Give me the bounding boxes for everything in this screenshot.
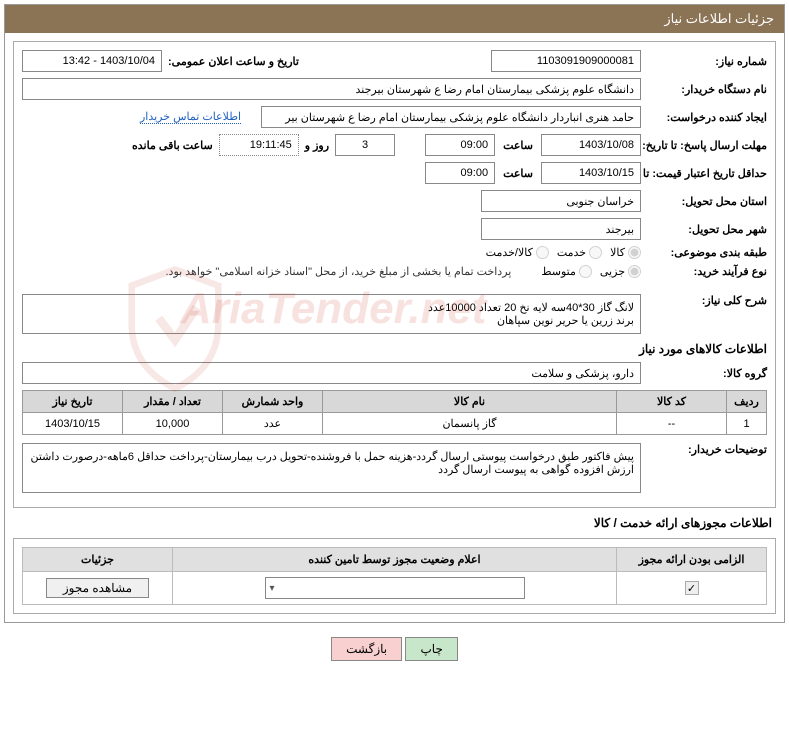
days-left-value: 3	[335, 134, 395, 156]
status-select[interactable]: ▾	[265, 577, 525, 599]
need-number-value: 1103091909000081	[491, 50, 641, 72]
delivery-province-label: استان محل تحویل:	[647, 195, 767, 208]
cell-details: مشاهده مجوز	[23, 572, 173, 605]
announce-datetime-label: تاریخ و ساعت اعلان عمومی:	[168, 55, 299, 68]
col-name: نام کالا	[323, 391, 617, 413]
col-row: ردیف	[727, 391, 767, 413]
table-row: 1 -- گاز پانسمان عدد 10,000 1403/10/15	[23, 413, 767, 435]
main-container: جزئیات اطلاعات نیاز شماره نیاز: 11030919…	[4, 4, 785, 623]
button-row: چاپ بازگشت	[0, 627, 789, 671]
permits-panel: الزامی بودن ارائه مجوز اعلام وضعیت مجوز …	[13, 538, 776, 614]
buyer-notes-label: توضیحات خریدار:	[647, 443, 767, 456]
items-table: ردیف کد کالا نام کالا واحد شمارش تعداد /…	[22, 390, 767, 435]
cell-name: گاز پانسمان	[323, 413, 617, 435]
reply-time-value: 09:00	[425, 134, 495, 156]
col-code: کد کالا	[617, 391, 727, 413]
reply-date-value: 1403/10/08	[541, 134, 641, 156]
remaining-label: ساعت باقی مانده	[132, 139, 213, 152]
col-status: اعلام وضعیت مجوز توسط تامین کننده	[173, 548, 617, 572]
title-bar: جزئیات اطلاعات نیاز	[5, 5, 784, 33]
cell-status: ▾	[173, 572, 617, 605]
min-validity-label: حداقل تاریخ اعتبار قیمت: تا تاریخ:	[647, 167, 767, 180]
validity-date-value: 1403/10/15	[541, 162, 641, 184]
items-info-title: اطلاعات کالاهای مورد نیاز	[22, 342, 767, 356]
category-radio-group: کالا خدمت کالا/خدمت	[486, 246, 641, 259]
category-label: طبقه بندی موضوعی:	[647, 246, 767, 259]
cell-unit: عدد	[223, 413, 323, 435]
purchase-radio-medium[interactable]: متوسط	[541, 265, 592, 278]
delivery-city-value: بیرجند	[481, 218, 641, 240]
col-needdate: تاریخ نیاز	[23, 391, 123, 413]
countdown-value: 19:11:45	[219, 134, 299, 156]
validity-time-value: 09:00	[425, 162, 495, 184]
permits-table: الزامی بودن ارائه مجوز اعلام وضعیت مجوز …	[22, 547, 767, 605]
buyer-org-label: نام دستگاه خریدار:	[647, 83, 767, 96]
general-desc-value: لانگ گاز 30*40سه لایه نخ 20 تعداد 10000ع…	[22, 294, 641, 334]
requester-value: حامد هنری انباردار دانشگاه علوم پزشکی بی…	[261, 106, 641, 128]
category-radio-goods[interactable]: کالا	[610, 246, 641, 259]
payment-note: پرداخت تمام یا بخشی از مبلغ خرید، از محل…	[166, 265, 512, 278]
items-table-header-row: ردیف کد کالا نام کالا واحد شمارش تعداد /…	[23, 391, 767, 413]
cell-qty: 10,000	[123, 413, 223, 435]
item-group-value: دارو، پزشکی و سلامت	[22, 362, 641, 384]
permits-header-row: الزامی بودن ارائه مجوز اعلام وضعیت مجوز …	[23, 548, 767, 572]
category-radio-service[interactable]: خدمت	[557, 246, 602, 259]
purchase-type-label: نوع فرآیند خرید:	[647, 265, 767, 278]
print-button[interactable]: چاپ	[405, 637, 457, 661]
days-and-label: روز و	[305, 139, 329, 152]
cell-num: 1	[727, 413, 767, 435]
mandatory-checkbox: ✓	[685, 581, 699, 595]
purchase-radio-group: جزیی متوسط	[541, 265, 641, 278]
delivery-city-label: شهر محل تحویل:	[647, 223, 767, 236]
permit-row: ✓ ▾ مشاهده مجوز	[23, 572, 767, 605]
cell-mandatory: ✓	[617, 572, 767, 605]
requester-label: ایجاد کننده درخواست:	[647, 111, 767, 124]
delivery-province-value: خراسان جنوبی	[481, 190, 641, 212]
category-radio-both[interactable]: کالا/خدمت	[486, 246, 549, 259]
view-permit-button[interactable]: مشاهده مجوز	[46, 578, 149, 598]
back-button[interactable]: بازگشت	[331, 637, 402, 661]
col-unit: واحد شمارش	[223, 391, 323, 413]
buyer-contact-link[interactable]: اطلاعات تماس خریدار	[140, 110, 241, 124]
buyer-org-value: دانشگاه علوم پزشکی بیمارستان امام رضا ع …	[22, 78, 641, 100]
need-number-label: شماره نیاز:	[647, 55, 767, 68]
purchase-radio-minor[interactable]: جزیی	[600, 265, 641, 278]
time-label-1: ساعت	[503, 139, 533, 152]
general-desc-label: شرح کلی نیاز:	[647, 294, 767, 307]
cell-date: 1403/10/15	[23, 413, 123, 435]
reply-deadline-label: مهلت ارسال پاسخ: تا تاریخ:	[647, 139, 767, 152]
item-group-label: گروه کالا:	[647, 367, 767, 380]
col-qty: تعداد / مقدار	[123, 391, 223, 413]
col-details: جزئیات	[23, 548, 173, 572]
permits-title: اطلاعات مجوزهای ارائه خدمت / کالا	[5, 516, 772, 530]
cell-code: --	[617, 413, 727, 435]
chevron-down-icon: ▾	[270, 583, 275, 594]
col-mandatory: الزامی بودن ارائه مجوز	[617, 548, 767, 572]
buyer-notes-value: پیش فاکتور طبق درخواست پیوستی ارسال گردد…	[22, 443, 641, 493]
announce-datetime-value: 1403/10/04 - 13:42	[22, 50, 162, 72]
details-panel: شماره نیاز: 1103091909000081 تاریخ و ساع…	[13, 41, 776, 508]
time-label-2: ساعت	[503, 167, 533, 180]
